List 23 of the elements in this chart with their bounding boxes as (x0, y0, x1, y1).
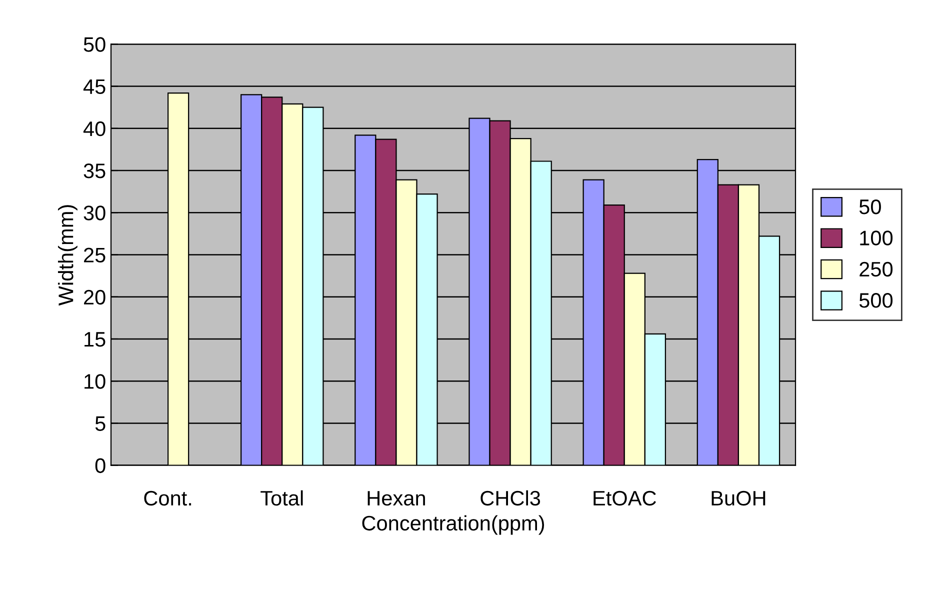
y-tick-label: 10 (84, 374, 106, 389)
y-tick-label: 15 (84, 332, 106, 347)
y-axis-title: Width(mm) (58, 205, 78, 306)
y-tick-label: 20 (84, 290, 106, 305)
legend-label: 500 (859, 293, 893, 308)
x-tick-label: Hexan (368, 491, 425, 506)
x-tick-label: CHCl3 (480, 490, 540, 506)
y-tick-label: 40 (83, 121, 106, 136)
y-tick-label: 35 (84, 164, 106, 178)
x-tick-label: BuOH (712, 490, 766, 506)
y-tick-label: 25 (84, 248, 106, 262)
x-tick-label: Cont. (144, 490, 192, 506)
y-tick-label: 5 (95, 416, 106, 431)
y-tick-label: 30 (84, 206, 106, 220)
x-tick-label: Total (260, 490, 303, 506)
legend-label: 250 (860, 262, 893, 277)
legend-label: 50 (859, 199, 881, 214)
y-tick-label: 50 (84, 37, 106, 52)
x-tick-label: EtOAC (594, 490, 656, 506)
y-tick-label: 45 (83, 80, 106, 94)
x-axis-title: Concentration(ppm) (362, 515, 544, 535)
y-tick-label: 0 (95, 458, 106, 474)
legend-label: 100 (860, 230, 893, 246)
